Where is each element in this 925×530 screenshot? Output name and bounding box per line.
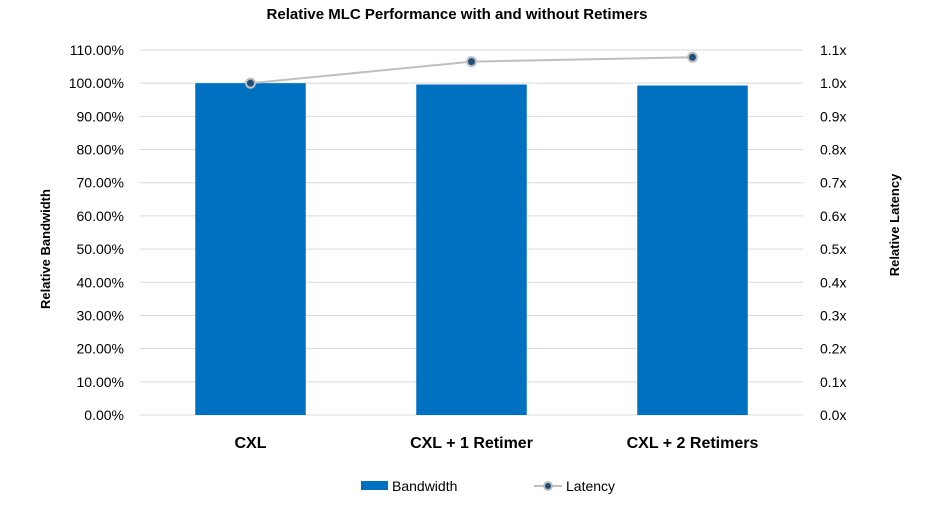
bandwidth-bars	[195, 83, 748, 415]
right-tick-label: 0.2x	[820, 341, 846, 357]
right-tick-label: 0.3x	[820, 307, 846, 323]
right-tick-label: 1.0x	[820, 75, 846, 91]
legend-label-latency: Latency	[566, 478, 615, 494]
left-tick-label: 20.00%	[77, 341, 124, 357]
right-tick-label: 0.9x	[820, 108, 846, 124]
legend-swatch-bandwidth	[361, 481, 388, 490]
left-axis-ticks: 0.00% 10.00% 20.00% 30.00% 40.00% 50.00% 60.00…	[69, 42, 124, 423]
right-tick-label: 0.8x	[820, 142, 846, 158]
right-tick-label: 0.5x	[820, 241, 846, 257]
bar-bandwidth	[637, 85, 748, 415]
right-tick-label: 0.7x	[820, 175, 846, 191]
category-label: CXL + 2 Retimers	[627, 435, 759, 452]
left-axis-title: Relative Bandwidth	[38, 189, 53, 309]
category-label: CXL	[235, 435, 267, 452]
legend: Bandwidth Latency	[361, 478, 615, 494]
left-tick-label: 70.00%	[77, 175, 124, 191]
latency-point	[245, 77, 256, 89]
chart-title: Relative MLC Performance with and withou…	[267, 6, 648, 23]
left-tick-label: 0.00%	[84, 407, 124, 423]
right-tick-label: 0.4x	[820, 274, 846, 290]
left-tick-label: 40.00%	[77, 274, 124, 290]
legend-marker-latency	[543, 481, 553, 491]
left-tick-label: 80.00%	[77, 142, 124, 158]
latency-point	[687, 51, 698, 63]
left-tick-label: 30.00%	[77, 307, 124, 323]
latency-point	[466, 56, 477, 68]
right-axis-title: Relative Latency	[887, 173, 902, 276]
left-tick-label: 50.00%	[77, 241, 124, 257]
right-tick-label: 0.1x	[820, 374, 846, 390]
latency-line	[245, 51, 698, 89]
bar-bandwidth	[195, 83, 306, 415]
left-tick-label: 10.00%	[77, 374, 124, 390]
right-tick-label: 1.1x	[820, 42, 846, 58]
right-tick-label: 0.6x	[820, 208, 846, 224]
left-tick-label: 60.00%	[77, 208, 124, 224]
bar-bandwidth	[416, 84, 527, 415]
left-tick-label: 110.00%	[70, 42, 124, 58]
category-label: CXL + 1 Retimer	[410, 435, 533, 452]
right-axis-ticks: 0.0x 0.1x 0.2x 0.3x 0.4x 0.5x 0.6x 0.7x 0.8x 0.9x…	[820, 42, 846, 423]
left-tick-label: 100.00%	[69, 75, 124, 91]
legend-label-bandwidth: Bandwidth	[392, 478, 457, 494]
left-tick-label: 90.00%	[77, 108, 124, 124]
category-labels: CXL CXL + 1 Retimer CXL + 2 Retimers	[235, 435, 759, 452]
right-tick-label: 0.0x	[820, 407, 846, 423]
